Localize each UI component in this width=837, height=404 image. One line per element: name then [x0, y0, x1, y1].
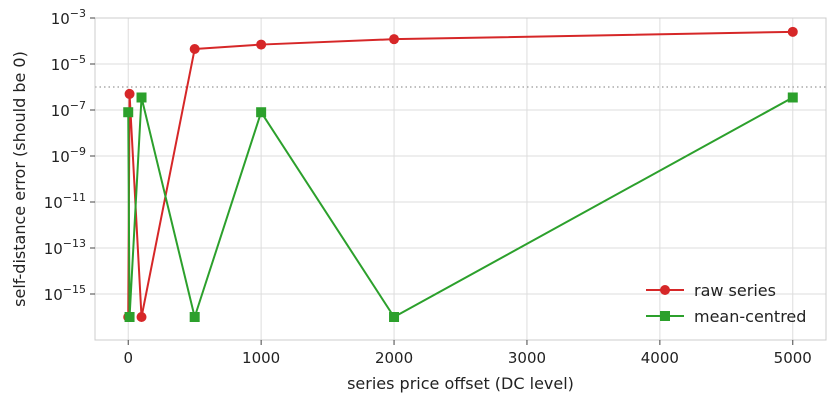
data-point	[256, 39, 267, 50]
series-line	[127, 30, 793, 318]
x-tick-label: 5000	[774, 349, 812, 367]
legend-label: mean-centred	[694, 307, 806, 326]
data-point	[256, 107, 267, 118]
data-point	[124, 312, 135, 322]
data-point	[189, 43, 200, 54]
legend-label: raw series	[694, 281, 776, 300]
data-point	[136, 312, 147, 322]
data-point	[787, 26, 798, 37]
y-tick-label: 10−11	[44, 191, 86, 212]
x-tick-label: 2000	[375, 349, 413, 367]
x-tick-label: 4000	[641, 349, 679, 367]
y-axis-title: self-distance error (should be 0)	[10, 51, 29, 307]
legend: raw series mean-centred	[646, 281, 806, 326]
legend-marker	[660, 311, 670, 321]
data-point	[787, 92, 798, 103]
y-tick-label: 10−5	[51, 53, 86, 74]
data-point	[389, 34, 400, 45]
series-raw	[123, 26, 798, 322]
y-tick-label: 10−7	[51, 99, 86, 120]
y-tick-label: 10−13	[44, 237, 86, 258]
y-tick-label: 10−3	[51, 7, 86, 28]
data-point	[136, 92, 147, 103]
x-axis-title: series price offset (DC level)	[347, 374, 574, 393]
x-tick-label: 0	[123, 349, 133, 367]
x-tick-label: 1000	[242, 349, 280, 367]
y-tick-label: 10−15	[44, 283, 86, 304]
data-point	[124, 88, 135, 99]
x-axis-ticks: 0 1000 2000 3000 4000 5000	[123, 340, 812, 367]
data-point	[189, 312, 200, 322]
y-tick-label: 10−9	[51, 145, 86, 166]
series-layer	[123, 26, 798, 322]
plot-frame	[94, 17, 827, 341]
legend-marker	[660, 285, 670, 295]
data-point	[123, 107, 134, 118]
data-point	[389, 312, 400, 322]
y-axis-ticks: 10−15 10−13 10−11 10−9 10−7 10−5 10−3	[44, 7, 95, 304]
series-mean-centred	[123, 92, 798, 322]
x-tick-label: 3000	[508, 349, 546, 367]
